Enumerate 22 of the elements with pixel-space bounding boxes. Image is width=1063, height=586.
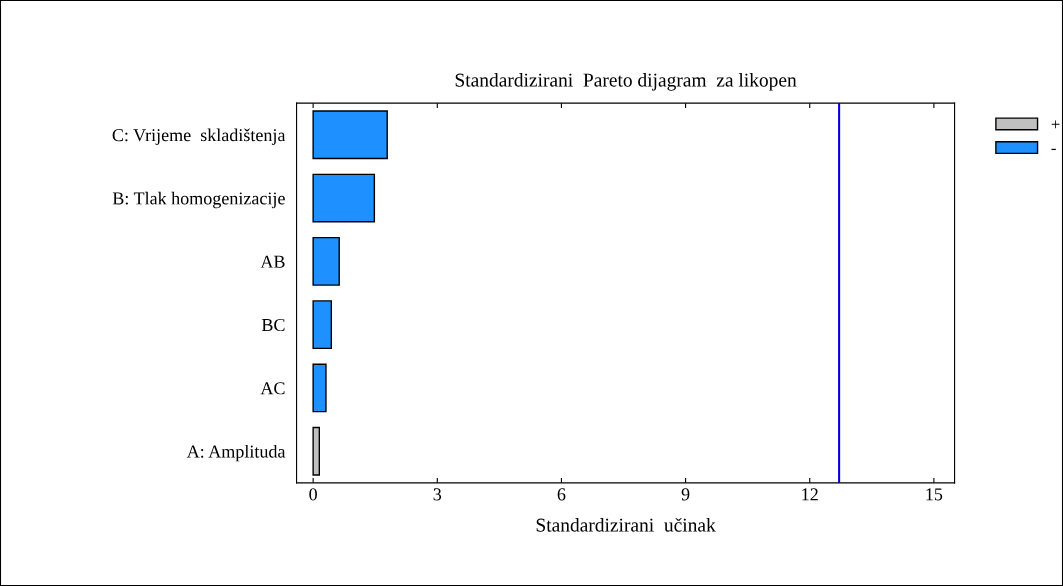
- bar: [312, 236, 340, 286]
- y-tick-label: C: Vrijeme skladištenja: [112, 128, 286, 145]
- y-tick-label: AC: [260, 382, 285, 395]
- y-tick-label: B: Tlak homogenizacije: [112, 191, 285, 209]
- legend-label: +: [1051, 120, 1060, 129]
- x-tick-label: 0: [309, 488, 317, 501]
- chart-title: Standardizirani Pareto dijagram za likopen: [455, 72, 797, 91]
- x-axis-title: Standardizirani učinak: [536, 517, 716, 532]
- x-tick-label: 6: [557, 488, 566, 501]
- x-tick-label: 3: [433, 488, 442, 501]
- bar: [312, 173, 376, 223]
- x-tick-label: 9: [681, 488, 690, 501]
- bar: [312, 363, 327, 413]
- y-tick-label: A: Amplituda: [186, 444, 286, 462]
- x-tick-label: 12: [802, 488, 818, 501]
- legend-label: -: [1051, 148, 1056, 151]
- y-tick-label: AB: [260, 255, 285, 268]
- bar: [312, 300, 333, 350]
- bar: [312, 110, 388, 160]
- y-tick-label: BC: [261, 318, 285, 332]
- x-tick-label: 15: [926, 488, 943, 501]
- bar: [312, 426, 321, 476]
